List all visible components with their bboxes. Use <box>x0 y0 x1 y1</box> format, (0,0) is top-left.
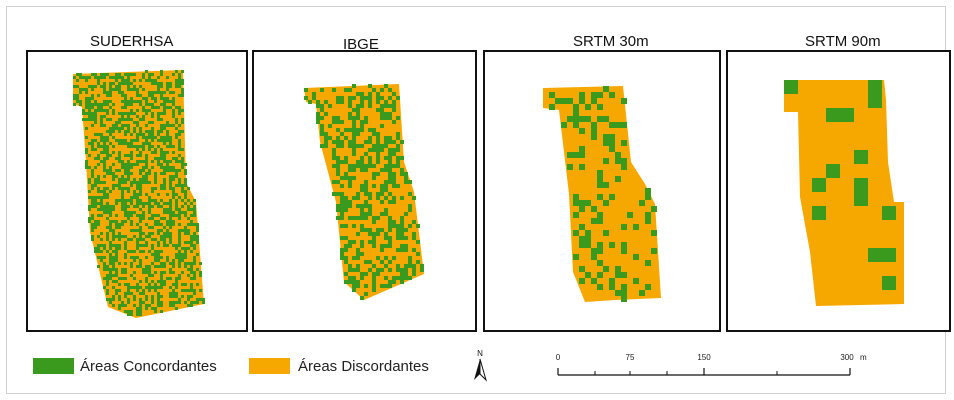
legend-swatch-discordant <box>249 358 290 374</box>
ibge-concordant-cells <box>304 84 424 300</box>
north-label: N <box>477 349 483 358</box>
scale-tick-75: 75 <box>626 353 635 362</box>
panel-title-suderhsa: SUDERHSA <box>90 33 174 50</box>
panel-title-ibge: IBGE <box>343 36 379 53</box>
scale-tick-300: 300 <box>840 353 854 362</box>
map-srtm30 <box>543 86 661 302</box>
map-panel-srtm90 <box>726 50 951 332</box>
legend-swatch-concordant <box>33 358 74 374</box>
scale-unit: m <box>860 353 867 362</box>
legend-label-discordant: Áreas Discordantes <box>298 358 429 375</box>
scale-bar: 0 75 150 300 m <box>556 353 867 376</box>
suderhsa-concordant-cells <box>73 70 205 316</box>
north-arrow-icon: N <box>474 349 488 382</box>
map-srtm90 <box>784 80 904 306</box>
panel-title-srtm30: SRTM 30m <box>573 33 649 50</box>
scale-tick-150: 150 <box>697 353 711 362</box>
map-panel-ibge <box>252 50 477 332</box>
panel-title-srtm90: SRTM 90m <box>805 33 881 50</box>
legend-label-concordant: Áreas Concordantes <box>80 358 217 375</box>
map-panel-suderhsa <box>26 50 248 332</box>
map-suderhsa <box>73 70 205 318</box>
map-ibge <box>304 84 424 300</box>
map-panel-srtm30 <box>483 50 721 332</box>
srtm30-concordant-cells <box>549 86 657 302</box>
srtm90-concordant-cells <box>784 80 896 290</box>
scale-tick-0: 0 <box>556 353 561 362</box>
